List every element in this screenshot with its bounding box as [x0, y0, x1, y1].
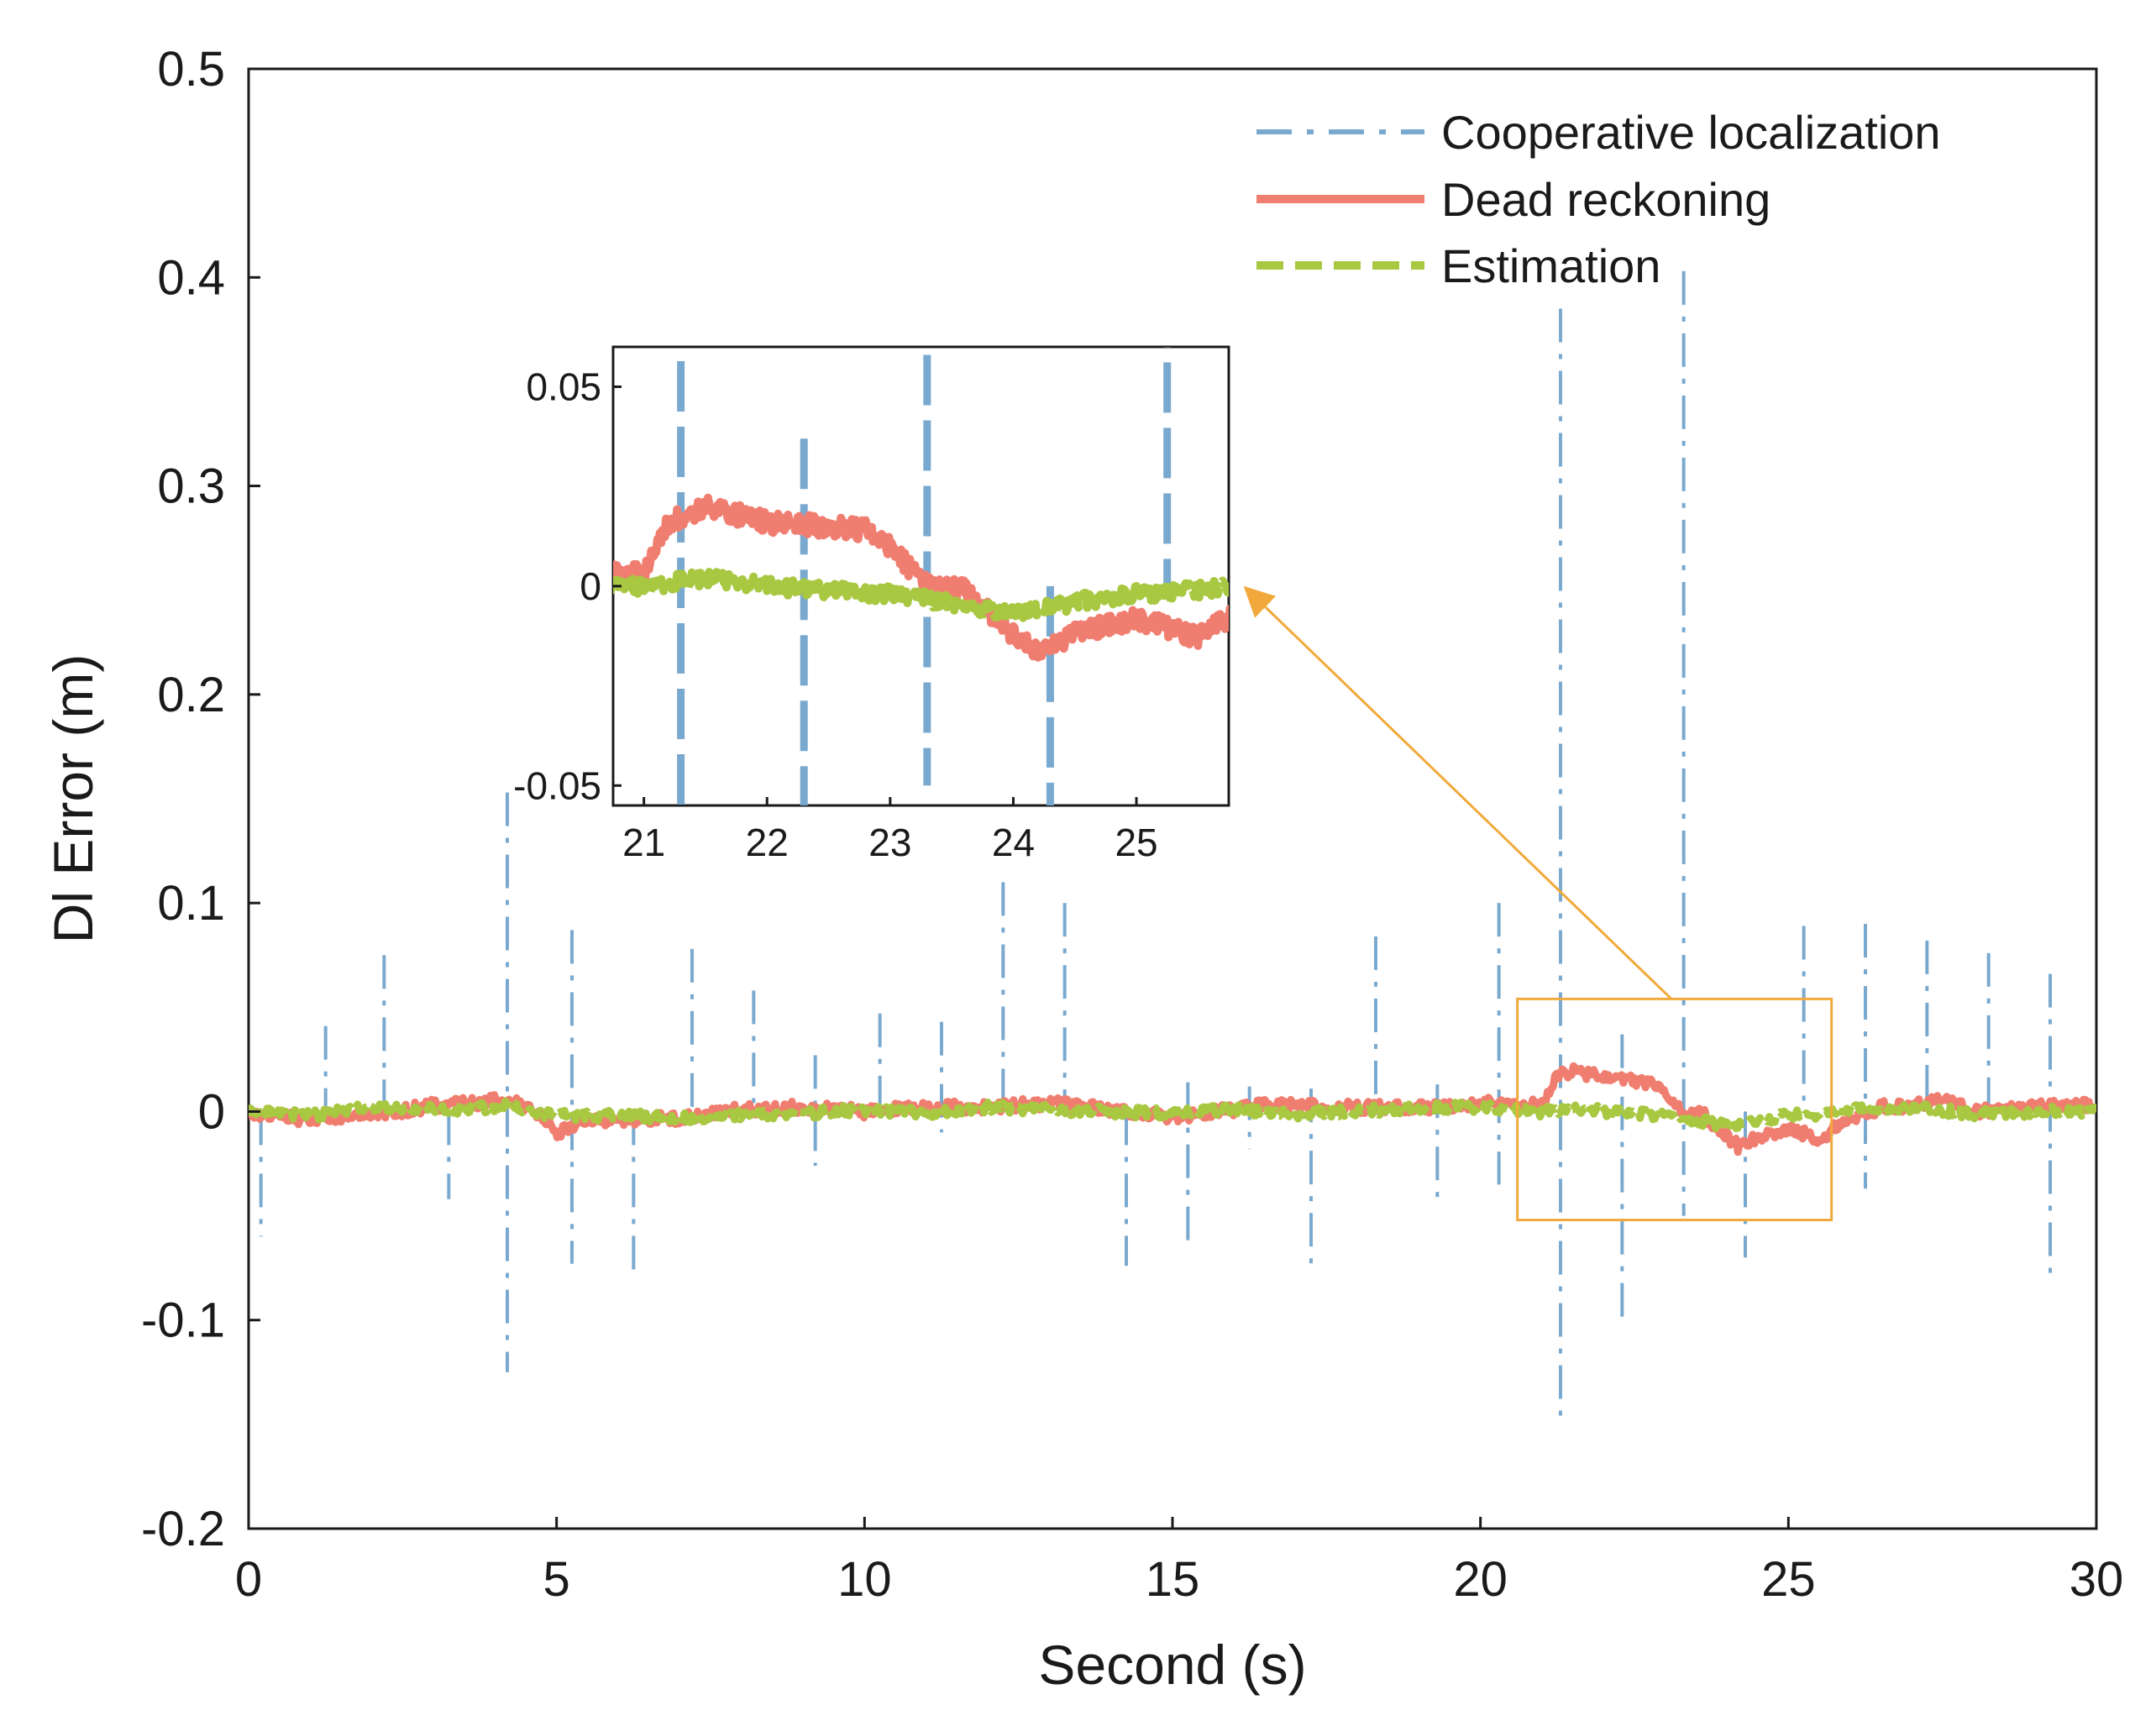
y-tick-label-3: 0.1: [157, 876, 225, 931]
x-axis-title: Second (s): [1038, 1634, 1306, 1696]
y-axis: -0.2 -0.1 0 0.1 0.2 0.3 0.4 0.5: [141, 42, 260, 1556]
inset-x-tick-label-3: 24: [992, 821, 1035, 864]
y-tick-label-7: 0.5: [157, 42, 225, 97]
inset-y-tick-label-1: 0: [580, 564, 601, 608]
inset-y-tick-label-2: 0.05: [526, 365, 601, 408]
x-tick-label-6: 30: [2069, 1552, 2124, 1607]
inset-x-tick-label-2: 23: [868, 821, 911, 864]
x-tick-label-5: 25: [1761, 1552, 1816, 1607]
inset-y-axis: -0.05 0 0.05: [513, 365, 622, 807]
x-tick-label-1: 5: [543, 1552, 570, 1607]
y-tick-label-6: 0.4: [157, 250, 225, 305]
x-tick-label-2: 10: [837, 1552, 892, 1607]
zoom-arrow: [1243, 585, 1673, 1000]
inset-x-axis: 21 22 23 24 25: [622, 797, 1158, 864]
inset-estimation-line: [613, 568, 1229, 624]
legend-label-cooperative: Cooperative localization: [1441, 106, 1941, 159]
legend-label-dead-reckoning: Dead reckoning: [1441, 173, 1770, 226]
main-series-group: [249, 270, 2096, 1420]
inset-y-tick-label-0: -0.05: [513, 763, 601, 807]
inset-series-group: [613, 347, 1229, 805]
zoom-box: [1516, 997, 1833, 1222]
inset-x-tick-label-4: 25: [1115, 821, 1157, 864]
y-axis-title: Dl Error (m): [42, 654, 104, 944]
y-tick-label-0: -0.2: [141, 1502, 225, 1556]
legend: Cooperative localization Dead reckoning …: [1256, 106, 1941, 292]
y-tick-label-2: 0: [198, 1084, 225, 1139]
legend-label-estimation: Estimation: [1441, 239, 1660, 292]
x-tick-label-4: 20: [1453, 1552, 1508, 1607]
y-tick-label-4: 0.2: [157, 668, 225, 722]
inset-x-tick-label-1: 22: [746, 821, 789, 864]
x-tick-label-3: 15: [1146, 1552, 1200, 1607]
inset-x-tick-label-0: 21: [622, 821, 665, 864]
x-tick-label-0: 0: [235, 1552, 262, 1607]
estimation-line: [249, 1096, 2096, 1132]
y-tick-label-1: -0.1: [141, 1293, 225, 1348]
y-tick-label-5: 0.3: [157, 459, 225, 514]
x-axis: 0 5 10 15 20 25 30: [235, 1517, 2123, 1607]
inset-dead-reckoning-line: [613, 493, 1229, 662]
